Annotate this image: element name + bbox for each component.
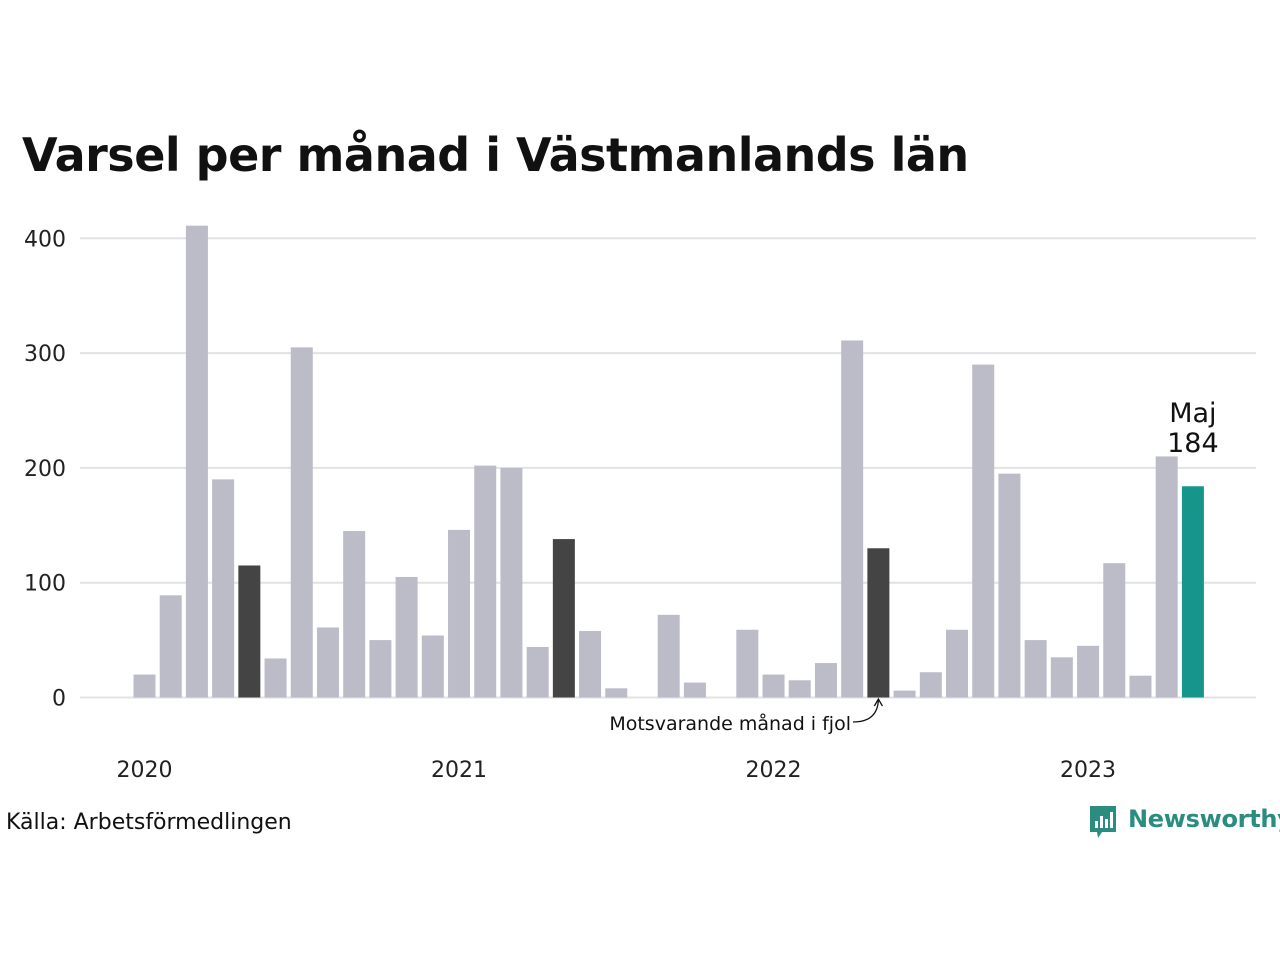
bar-2021-04 — [526, 646, 549, 698]
annotation-arrow — [852, 699, 880, 723]
x-tick-label: 2022 — [746, 758, 802, 783]
bar-2020-04 — [212, 479, 235, 698]
brand-logo[interactable]: Newsworthy — [1088, 804, 1280, 844]
bar-2020-06 — [264, 658, 287, 698]
bar-2020-03 — [185, 225, 208, 698]
chart-title: Varsel per månad i Västmanlands län — [22, 128, 969, 182]
bar-2020-09 — [343, 531, 366, 698]
source-note: Källa: Arbetsförmedlingen — [6, 810, 292, 835]
annotation-text: Motsvarande månad i fjol — [609, 712, 851, 735]
bar-2020-12 — [421, 635, 444, 698]
bar-2023-01 — [1077, 645, 1100, 698]
annotation-arrowhead — [873, 697, 883, 707]
bar-2020-02 — [159, 595, 182, 698]
bar-2022-09 — [972, 364, 995, 698]
bar-2022-06 — [893, 690, 916, 698]
bar-2021-12 — [736, 629, 759, 698]
bar-2022-03 — [814, 663, 837, 698]
bar-2021-03 — [500, 467, 523, 698]
bar-2022-08 — [946, 629, 969, 698]
bar-2021-10 — [683, 682, 706, 698]
bar-2022-02 — [788, 680, 811, 698]
bar-2022-01 — [762, 674, 785, 698]
bar-2023-02 — [1103, 563, 1126, 698]
bar-2020-07 — [290, 347, 313, 698]
y-tick-label: 100 — [24, 572, 66, 597]
bar-2020-11 — [395, 576, 418, 698]
bar-2022-10 — [998, 473, 1021, 698]
bar-2021-07 — [605, 688, 628, 698]
bar-2021-09 — [657, 614, 680, 698]
brand-name: Newsworthy — [1128, 805, 1280, 833]
bar-2023-04 — [1155, 456, 1178, 698]
bar-2020-08 — [316, 627, 339, 698]
bar-2022-11 — [1024, 640, 1047, 698]
bar-2020-05 — [238, 565, 261, 698]
bar-2020-01 — [133, 674, 156, 698]
bar-2023-03 — [1129, 675, 1152, 698]
bar-chart: 0 100 200 300 400 2020 2021 2022 2023 Motsvaran… — [24, 225, 1256, 783]
x-tick-label: 2020 — [117, 758, 173, 783]
y-tick-label: 0 — [52, 687, 66, 712]
bar-2021-06 — [579, 630, 602, 698]
y-tick-label: 300 — [24, 342, 66, 367]
x-tick-label: 2021 — [431, 758, 487, 783]
y-tick-label: 200 — [24, 457, 66, 482]
bar-2020-10 — [369, 640, 392, 698]
bar-2023-05 — [1181, 486, 1204, 698]
bar-2021-02 — [474, 465, 497, 698]
bar-2021-01 — [448, 529, 471, 698]
y-tick-label: 400 — [24, 227, 66, 252]
bars — [133, 225, 1204, 698]
bar-2021-05 — [552, 539, 575, 698]
newsworthy-logo-icon — [1090, 806, 1116, 838]
x-axis-year-labels: 2020 2021 2022 2023 — [117, 758, 1117, 783]
bar-2022-04 — [841, 340, 864, 698]
current-month-value: 184 — [1167, 428, 1219, 459]
bar-2022-07 — [919, 672, 942, 698]
bar-2022-12 — [1050, 657, 1073, 698]
current-month-label: Maj — [1169, 398, 1216, 429]
x-tick-label: 2023 — [1060, 758, 1116, 783]
y-axis-ticks: 0 100 200 300 400 — [24, 227, 66, 711]
bar-2022-05 — [867, 548, 890, 698]
